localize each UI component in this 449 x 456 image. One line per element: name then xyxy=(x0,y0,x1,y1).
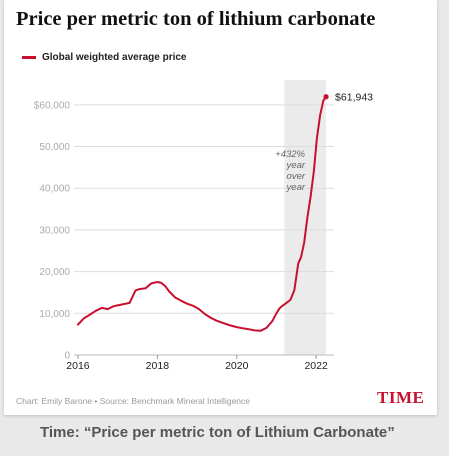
x-tick-label: 2018 xyxy=(146,360,170,370)
legend-label: Global weighted average price xyxy=(42,52,187,63)
x-tick-label: 2022 xyxy=(304,360,328,370)
x-tick-label: 2020 xyxy=(225,360,249,370)
legend-swatch xyxy=(22,56,36,59)
y-tick-label: 20,000 xyxy=(39,267,70,278)
y-tick-label: 40,000 xyxy=(39,184,70,195)
yoy-annotation-line: year xyxy=(286,160,306,171)
line-chart: 0 10,000 20,000 30,000 40,000 50,000 $60,000 20… xyxy=(34,80,373,370)
yoy-annotation-line: +432% xyxy=(275,149,305,160)
chart-card: Price per metric ton of lithium carbonat… xyxy=(4,0,437,415)
y-tick-label: $60,000 xyxy=(34,100,71,111)
y-tick-label: 0 xyxy=(64,351,70,362)
image-caption: Time: “Price per metric ton of Lithium C… xyxy=(40,424,395,441)
y-tick-label: 30,000 xyxy=(39,225,70,236)
x-tick-label: 2016 xyxy=(66,360,90,370)
series-line-global-weighted-average-price xyxy=(77,95,328,332)
y-tick-label: 10,000 xyxy=(39,309,70,320)
legend: Global weighted average price xyxy=(22,52,187,63)
chart-title: Price per metric ton of lithium carbonat… xyxy=(16,8,376,30)
y-tick-label: 50,000 xyxy=(39,142,70,153)
end-point-marker xyxy=(323,94,329,100)
yoy-annotation-line: over xyxy=(287,171,306,182)
end-value-label: $61,943 xyxy=(335,92,373,104)
time-logo: TIME xyxy=(377,388,425,407)
yoy-annotation-line: year xyxy=(286,182,306,193)
source-credit: Chart: Emily Barone • Source: Benchmark … xyxy=(16,396,250,406)
